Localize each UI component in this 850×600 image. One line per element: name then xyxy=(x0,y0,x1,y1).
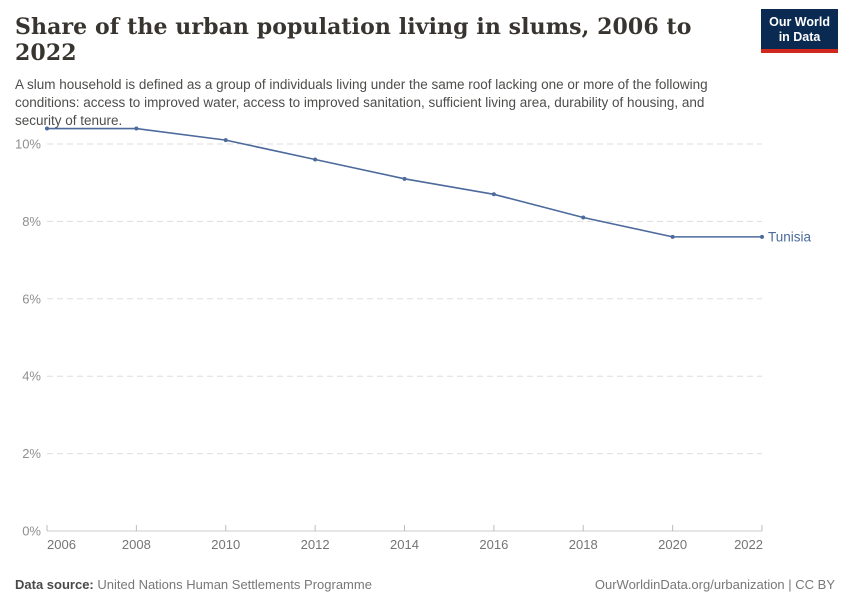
data-point[interactable] xyxy=(581,215,586,220)
x-axis-tick-label: 2016 xyxy=(479,537,508,552)
x-axis-tick-label: 2008 xyxy=(122,537,151,552)
y-axis-tick-label: 0% xyxy=(22,524,41,539)
trend-line[interactable] xyxy=(47,127,762,238)
data-source-label: Data source: xyxy=(15,577,94,592)
data-point[interactable] xyxy=(223,138,228,143)
x-axis-tick-label: 2012 xyxy=(301,537,330,552)
data-point[interactable] xyxy=(134,126,139,131)
x-axis-tick-label: 2010 xyxy=(211,537,240,552)
series-end-label[interactable]: Tunisia xyxy=(768,229,812,244)
x-axis-tick-label: 2022 xyxy=(734,537,763,552)
data-point[interactable] xyxy=(45,126,49,131)
y-axis-tick-label: 4% xyxy=(22,369,41,384)
y-axis-tick-label: 2% xyxy=(22,446,41,461)
page-title: Share of the urban population living in … xyxy=(15,14,692,67)
y-axis-tick-label: 8% xyxy=(22,214,41,229)
line-chart: 0% 2% 4% 6% 8% 10% 2006 2008 2010 2012 2014 2016 201… xyxy=(0,110,850,560)
data-source: Data source: United Nations Human Settle… xyxy=(15,577,372,592)
data-point[interactable] xyxy=(313,157,318,162)
chart-header: Share of the urban population living in … xyxy=(0,0,850,130)
attribution[interactable]: OurWorldinData.org/urbanization | CC BY xyxy=(594,577,835,592)
y-axis-tick-label: 10% xyxy=(15,137,41,152)
data-point[interactable] xyxy=(491,192,496,197)
chart-subtitle: A slum household is defined as a group o… xyxy=(15,76,708,128)
data-point[interactable] xyxy=(402,176,407,181)
x-axis-tick-label: 2006 xyxy=(47,537,76,552)
data-source-value: United Nations Human Settlements Program… xyxy=(97,577,372,592)
owid-logo-line2: in Data xyxy=(778,29,821,44)
y-axis-tick-label: 6% xyxy=(22,291,41,306)
x-axis-tick-label: 2020 xyxy=(658,537,687,552)
data-point[interactable] xyxy=(670,234,675,239)
chart-footer: Data source: United Nations Human Settle… xyxy=(0,577,850,592)
data-point[interactable] xyxy=(760,234,764,239)
x-axis-tick-label: 2014 xyxy=(390,537,419,552)
owid-logo-line1: Our World xyxy=(769,15,830,29)
owid-logo[interactable]: Our World in Data xyxy=(761,9,838,53)
x-axis-tick-label: 2018 xyxy=(569,537,598,552)
line-chart-svg: 0% 2% 4% 6% 8% 10% 2006 2008 2010 2012 2014 2016 201… xyxy=(15,126,812,552)
